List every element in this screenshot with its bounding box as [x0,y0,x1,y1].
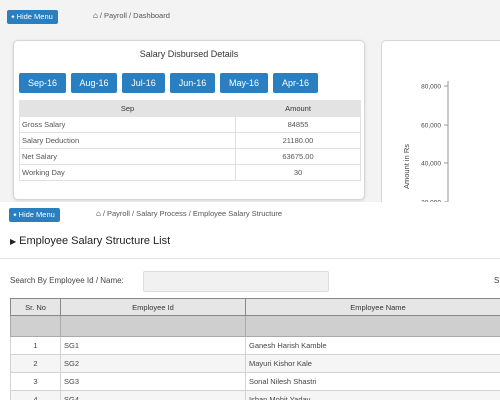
salary-row-label: Gross Salary [19,116,236,133]
breadcrumb-path: / Payroll / Salary Process / Employee Sa… [102,209,283,218]
chart-y-tick-label: 40,000 [421,161,441,168]
salary-disbursed-card: Salary Disbursed Details Sep-16 Aug-16 J… [13,40,365,200]
filter-cell-sr-no [10,315,61,337]
arrow-left-icon: 🠸 [13,212,17,219]
chart-y-tick-label: 60,000 [421,123,441,130]
employee-name: Ishan Mohit Yadav [245,390,500,400]
salary-table-header-month: Sep [19,100,236,117]
table-row: Working Day 30 [19,164,361,181]
section-title: ▶ Employee Salary Structure List [10,235,170,247]
employee-name: Ganesh Harish Kamble [245,336,500,355]
month-button-jun-16[interactable]: Jun-16 [170,73,215,93]
table-row[interactable]: 3 SG3 Sonal Nilesh Shastri [10,372,500,391]
table-row[interactable]: 1 SG1 Ganesh Harish Kamble [10,336,500,355]
salary-chart-card: Amount in Rs 80,000 60,000 40,000 20,000 [381,40,500,211]
salary-row-label: Working Day [19,164,236,181]
month-button-sep-16[interactable]: Sep-16 [19,73,66,93]
employee-id: SG4 [60,390,246,400]
salary-row-amount: 21180.00 [235,132,361,149]
salary-row-amount: 30 [235,164,361,181]
employee-id: SG1 [60,336,246,355]
search-input[interactable] [143,271,329,292]
payroll-dashboard-window: 🠸 Hide Menu ⌂ / Payroll / Dashboard Salary… [7,10,500,211]
table-row: Net Salary 63675.00 [19,148,361,165]
table-row: Gross Salary 84855 [19,116,361,133]
chart-y-tick-label: 80,000 [421,84,441,91]
caret-right-icon[interactable]: ▶ [10,237,17,246]
employee-sr-no: 3 [10,372,61,391]
month-button-jul-16[interactable]: Jul-16 [122,73,165,93]
salary-table: Sep Amount Gross Salary 84855 Salary Ded… [19,100,361,181]
employee-name: Sonal Nilesh Shastri [245,372,500,391]
employee-sr-no: 2 [10,354,61,373]
month-button-apr-16[interactable]: Apr-16 [273,73,318,93]
employee-name: Mayuri Kishor Kale [245,354,500,373]
table-row: Salary Deduction 21180.00 [19,132,361,149]
divider [0,258,500,259]
salary-card-title: Salary Disbursed Details [139,49,239,59]
section-title-text: Employee Salary Structure List [19,235,171,247]
hide-menu-label: Hide Menu [18,210,55,219]
salary-row-amount: 63675.00 [235,148,361,165]
table-row[interactable]: 4 SG4 Ishan Mohit Yadav [10,390,500,400]
employee-id: SG3 [60,372,246,391]
hide-menu-label: Hide Menu [16,12,53,21]
arrow-left-icon: 🠸 [11,14,15,21]
salary-row-amount: 84855 [235,116,361,133]
filter-cell-employee-id[interactable] [60,315,246,337]
employee-sr-no: 1 [10,336,61,355]
hide-menu-button[interactable]: 🠸 Hide Menu [9,208,60,222]
salary-row-label: Salary Deduction [19,132,236,149]
month-selector: Sep-16 Aug-16 Jul-16 Jun-16 May-16 Apr-1… [19,73,323,93]
breadcrumb: ⌂ / Payroll / Dashboard [93,11,170,20]
hide-menu-button[interactable]: 🠸 Hide Menu [7,10,58,24]
home-icon[interactable]: ⌂ [96,209,101,218]
search-label: Search By Employee Id / Name: [10,276,124,285]
employee-id: SG2 [60,354,246,373]
filter-cell-employee-name[interactable] [245,315,500,337]
truncated-control-label: S [494,276,500,285]
filter-row [10,315,500,337]
salary-table-header-amount: Amount [235,100,361,117]
employee-salary-structure-window: 🠸 Hide Menu ⌂ / Payroll / Salary Process /… [0,202,500,400]
employee-salary-table: Sr. No Employee Id Employee Name 1 SG1 G… [10,298,500,400]
table-row[interactable]: 2 SG2 Mayuri Kishor Kale [10,354,500,373]
salary-chart: Amount in Rs 80,000 60,000 40,000 20,000 [402,81,449,211]
home-icon[interactable]: ⌂ [93,11,98,20]
column-header-sr-no[interactable]: Sr. No [10,298,61,316]
column-header-employee-name[interactable]: Employee Name [245,298,500,316]
breadcrumb-path: / Payroll / Dashboard [99,11,170,20]
chart-y-axis-label: Amount in Rs [402,144,411,189]
salary-row-label: Net Salary [19,148,236,165]
month-button-aug-16[interactable]: Aug-16 [71,73,117,93]
employee-sr-no: 4 [10,390,61,400]
month-button-may-16[interactable]: May-16 [220,73,268,93]
breadcrumb: ⌂ / Payroll / Salary Process / Employee S… [96,209,282,218]
column-header-employee-id[interactable]: Employee Id [60,298,246,316]
